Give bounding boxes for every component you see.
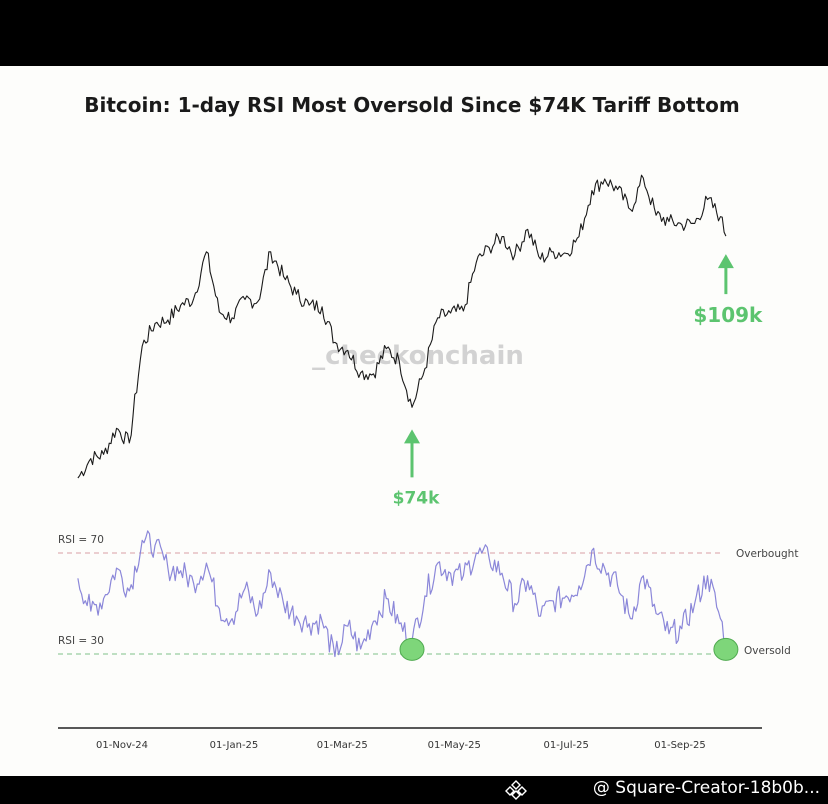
annotation-74k: $74k	[393, 488, 440, 508]
chart-svg: Bitcoin: 1-day RSI Most Oversold Since $…	[58, 93, 798, 751]
x-tick-label: 01-Jul-25	[544, 740, 589, 751]
x-tick-label: 01-Jan-25	[210, 740, 259, 751]
annotations: $74k $109k	[393, 254, 763, 508]
x-tick-label: 01-Mar-25	[317, 740, 368, 751]
oversold-label: Oversold	[744, 645, 791, 657]
chart-title: Bitcoin: 1-day RSI Most Oversold Since $…	[84, 93, 739, 117]
rsi-level-label: RSI = 30	[58, 635, 104, 647]
rsi-panel: RSI = 70 Overbought RSI = 30 Oversold	[58, 530, 798, 661]
overbought-label: Overbought	[736, 548, 798, 560]
annotation-109k: $109k	[693, 303, 763, 327]
price-line	[77, 174, 727, 479]
oversold-highlight-circle	[713, 637, 739, 661]
chart-card: Bitcoin: 1-day RSI Most Oversold Since $…	[0, 66, 828, 776]
x-tick-label: 01-Sep-25	[654, 740, 706, 751]
footer-credit: @ Square-Creator-18b0b...	[592, 778, 820, 798]
x-tick-label: 01-May-25	[428, 740, 481, 751]
rsi-line	[77, 530, 727, 658]
x-axis: 01-Nov-24 01-Jan-25 01-Mar-25 01-May-25 01-J…	[58, 727, 762, 751]
footer-bar: @ Square-Creator-18b0b...	[0, 776, 828, 804]
arrow-74k-head	[404, 429, 421, 444]
x-tick-label: 01-Nov-24	[96, 740, 148, 751]
rsi-level-label: RSI = 70	[58, 534, 104, 546]
watermark: _checkonchain	[312, 341, 524, 371]
oversold-highlight-circle	[399, 637, 425, 661]
arrow-109k-head	[717, 254, 734, 269]
square-logo-icon	[505, 780, 527, 800]
price-panel	[77, 174, 727, 479]
